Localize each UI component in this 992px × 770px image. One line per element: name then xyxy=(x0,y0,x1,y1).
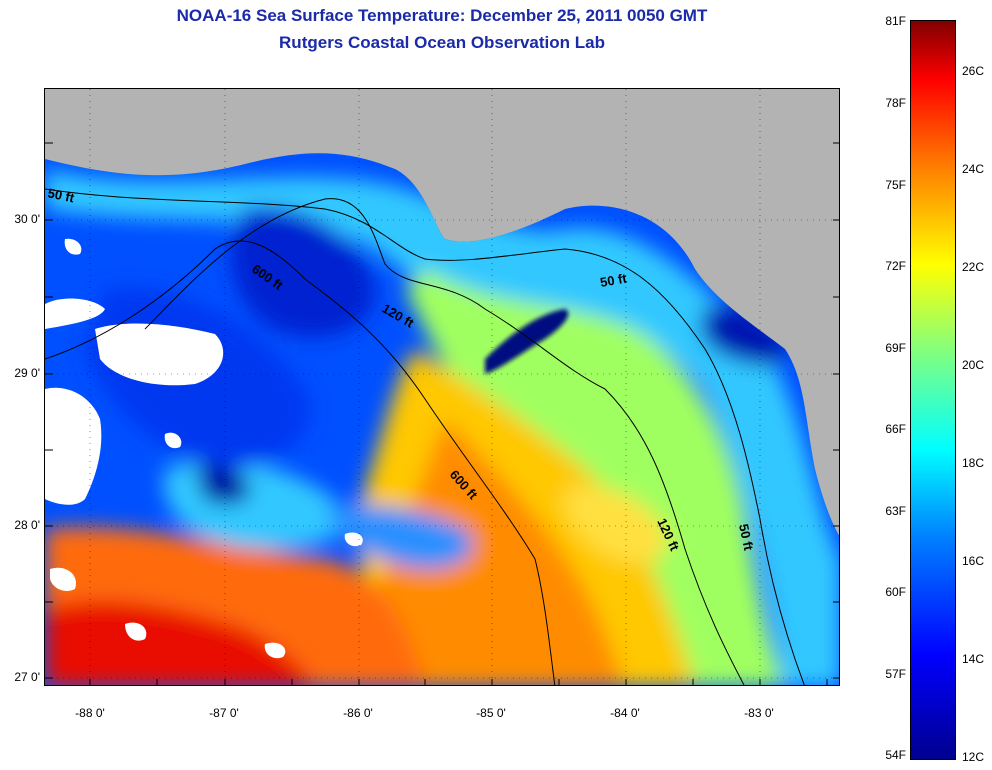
colorbar-c-label: 22C xyxy=(962,260,985,274)
longitude-label: -83 0' xyxy=(744,706,774,720)
map-title: NOAA-16 Sea Surface Temperature: Decembe… xyxy=(176,6,708,25)
colorbar-f-label: 72F xyxy=(885,259,906,273)
colorbar-f-label: 63F xyxy=(885,504,906,518)
latitude-label: 30 0' xyxy=(14,212,40,226)
map-subtitle: Rutgers Coastal Ocean Observation Lab xyxy=(279,33,605,52)
colorbar-c-label: 16C xyxy=(962,554,985,568)
cloud-patches xyxy=(45,238,363,659)
sst-map: 50 ft 600 ft 120 ft 50 ft 600 ft 120 ft … xyxy=(44,88,840,686)
latitude-label: 27 0' xyxy=(14,670,40,684)
contour-label: 50 ft xyxy=(599,270,629,290)
colorbar-c-label: 26C xyxy=(962,64,985,78)
colorbar-f-label: 60F xyxy=(885,585,906,599)
colorbar-c-label: 12C xyxy=(962,750,985,764)
colorbar-f-label: 81F xyxy=(885,14,906,28)
colorbar-f-label: 78F xyxy=(885,96,906,110)
contour-label: 50 ft xyxy=(736,523,756,553)
latitude-label: 29 0' xyxy=(14,366,40,380)
lat-lon-grid xyxy=(45,89,839,685)
sst-map-svg: 50 ft 600 ft 120 ft 50 ft 600 ft 120 ft … xyxy=(45,89,839,685)
latitude-label: 28 0' xyxy=(14,518,40,532)
colorbar-c-label: 20C xyxy=(962,358,985,372)
colorbar-c-label: 24C xyxy=(962,162,985,176)
longitude-label: -84 0' xyxy=(610,706,640,720)
colorbar-f-label: 57F xyxy=(885,667,906,681)
colorbar-f-label: 69F xyxy=(885,341,906,355)
colorbar-f-label: 66F xyxy=(885,422,906,436)
bathymetry-contours xyxy=(45,188,805,685)
longitude-label: -85 0' xyxy=(476,706,506,720)
colorbar-f-label: 75F xyxy=(885,178,906,192)
longitude-label: -88 0' xyxy=(75,706,105,720)
colorbar-c-label: 14C xyxy=(962,652,985,666)
colorbar-c-label: 18C xyxy=(962,456,985,470)
temperature-colorbar xyxy=(910,20,956,760)
longitude-label: -87 0' xyxy=(209,706,239,720)
contour-label: 50 ft xyxy=(46,185,76,205)
axis-ticks xyxy=(45,142,839,685)
sea-surface xyxy=(45,153,839,685)
longitude-label: -86 0' xyxy=(343,706,373,720)
colorbar-f-label: 54F xyxy=(885,748,906,762)
